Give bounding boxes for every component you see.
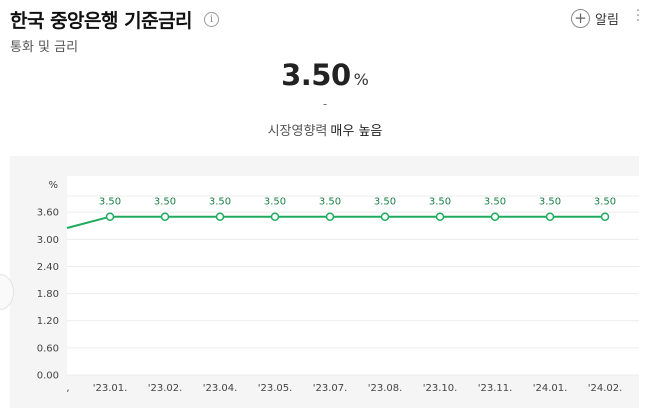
data-point (160, 212, 170, 221)
data-point (435, 212, 445, 221)
x-tick-label: '23.07. (313, 383, 348, 394)
market-impact-level: 매우 높음 (330, 124, 383, 139)
data-point (215, 212, 225, 221)
data-point (545, 212, 555, 221)
market-impact-label: 시장영향력 (267, 124, 328, 139)
data-label: 3.50 (594, 197, 616, 208)
chart-area: % 0.00 0.60 1.20 1.80 2.40 3.00 3.60, '23.01. '23… (10, 156, 639, 408)
x-tick-label: '23.10. (423, 383, 458, 394)
plus-icon: + (571, 8, 590, 28)
y-tick-label: 0.60 (37, 343, 59, 354)
market-impact: 시장영향력 매우 높음 (0, 120, 650, 139)
data-label: 3.50 (99, 197, 121, 208)
plot-background (67, 176, 639, 375)
rate-number: 3.50 (281, 58, 351, 92)
data-label: 3.50 (484, 197, 506, 208)
y-axis-unit-label: % (48, 180, 58, 191)
info-icon[interactable]: i (204, 12, 219, 27)
more-options-icon[interactable]: · · · (635, 3, 641, 29)
data-label: 3.50 (319, 197, 341, 208)
data-point (325, 212, 335, 221)
alarm-button[interactable]: + 알림 (571, 8, 619, 28)
y-tick-label: 1.20 (37, 316, 59, 327)
page-title: 한국 중앙은행 기준금리 (10, 10, 193, 32)
rate-line-chart: % 0.00 0.60 1.20 1.80 2.40 3.00 3.60, '23.01. '23… (37, 176, 639, 394)
x-tick-label: '23.04. (203, 383, 238, 394)
x-tick-label: '24.01. (533, 383, 568, 394)
data-label: 3.50 (539, 197, 561, 208)
y-tick-label: 1.80 (37, 289, 59, 300)
data-point (105, 212, 115, 221)
x-tick-label: '23.02. (148, 383, 183, 394)
x-tick-label: '23.11. (478, 383, 513, 394)
data-label: 3.50 (209, 197, 231, 208)
y-tick-label: 3.00 (37, 235, 59, 246)
current-rate: 3.50% (0, 58, 650, 92)
data-label: 3.50 (154, 197, 176, 208)
y-tick-label: 3.60 (37, 208, 59, 219)
x-tick-label: '24.02. (588, 383, 623, 394)
x-tick-label: '23.08. (368, 383, 403, 394)
x-tick-label: '23.05. (258, 383, 293, 394)
data-label: 3.50 (264, 197, 286, 208)
x-tick-label: '23.01. (93, 383, 128, 394)
data-point (270, 212, 280, 221)
x-tick-label: , (66, 383, 69, 394)
data-label: 3.50 (429, 197, 451, 208)
rate-change: - (322, 97, 328, 111)
y-tick-label: 0.00 (37, 371, 59, 382)
category-subtitle: 통화 및 금리 (10, 40, 79, 55)
data-point (380, 212, 390, 221)
rate-unit: % (353, 70, 369, 89)
data-point (490, 212, 500, 221)
y-tick-label: 2.40 (37, 262, 59, 273)
alarm-label: 알림 (595, 12, 619, 28)
data-label: 3.50 (374, 197, 396, 208)
data-point (600, 212, 610, 221)
